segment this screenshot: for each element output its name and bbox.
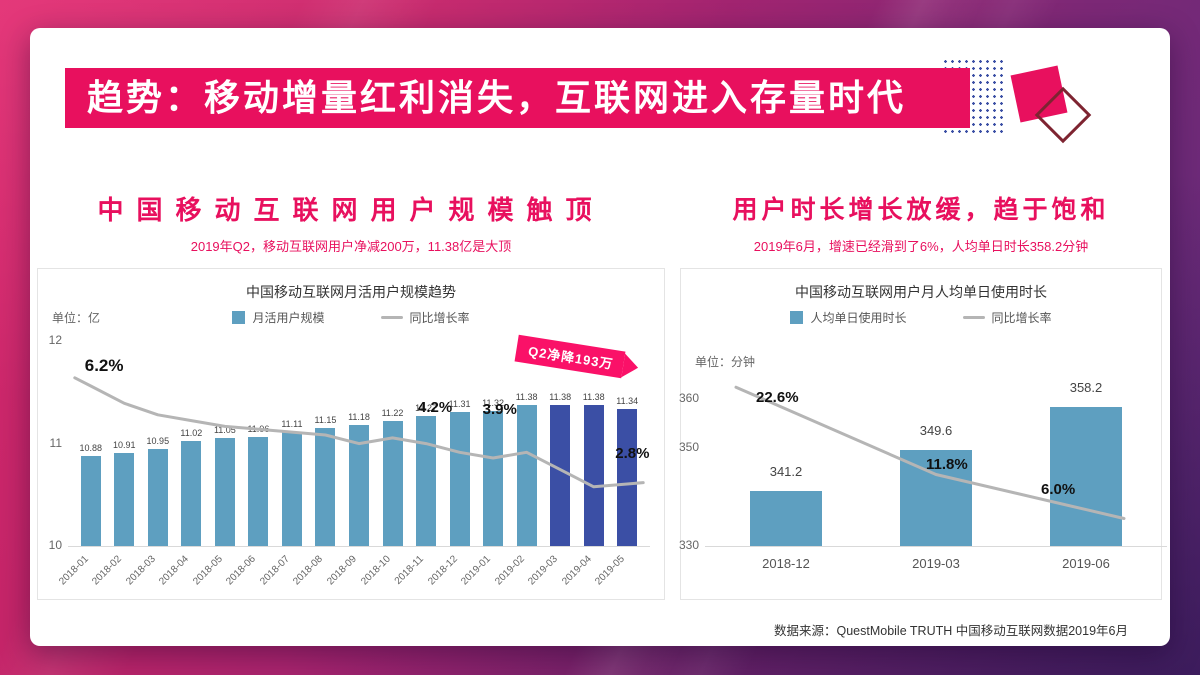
y-axis-label: 330 [678,538,699,552]
legend-item: 同比增长率 [962,309,1052,326]
y-axis-label: 360 [678,390,699,405]
bar-value-label: 341.2 [769,463,803,479]
bar [214,438,235,546]
daily-usage-chart: 中国移动互联网用户月人均单日使用时长人均单日使用时长 同比增长率单位：分钟 360 3… [679,268,1167,600]
bar-value-label: 349.6 [919,422,953,438]
bar [483,410,504,546]
growth-annotation: 3.9% [482,401,517,419]
callout-arrow: Q2净降193万 [514,334,626,379]
bar [349,425,369,546]
bar [281,432,302,546]
left-section-title: 中国移动互联网用户规模触顶 [97,195,605,225]
bar [382,420,403,546]
right-section-subtitle: 2019年6月，增速已经滑到了6%，人均单日时长358.2分钟 [753,239,1089,254]
growth-annotation: 6.2% [84,356,124,376]
growth-annotation: 2.8% [615,444,650,462]
y-axis-label: 12 [48,333,62,347]
data-source-note: 数据来源：QuestMobile TRUTH 中国移动互联网数据2019年6月 [773,624,1128,638]
growth-annotation: 6.0% [1041,480,1076,498]
bar-value-label: 358.2 [1069,380,1103,396]
chart-legend: 月活用户规模 同比增长率 [38,309,664,326]
bar [114,452,135,546]
legend-item: 人均单日使用时长 [790,309,907,326]
bar-value-label: 11.34 [616,395,639,406]
growth-annotation: 4.2% [418,398,453,416]
legend-item: 月活用户规模 [232,309,325,326]
line-legend-swatch-icon [380,316,403,319]
legend-label: 月活用户规模 [252,311,325,325]
chart-title: 中国移动互联网用户月人均单日使用时长 [795,284,1047,300]
bar [617,408,638,546]
bar [248,437,269,546]
bar [315,428,336,546]
chart-legend: 人均单日使用时长 同比增长率 [681,309,1161,326]
bar [80,455,101,546]
right-section-title: 用户时长增长放缓，趋于饱和 [732,196,1110,224]
bar [1050,407,1122,546]
slide-title-banner: 趋势：移动增量红利消失，互联网进入存量时代 [65,68,970,128]
slide-card: 趋势：移动增量红利消失，互联网进入存量时代 中国移动互联网用户规模触顶 2019… [30,28,1170,646]
growth-annotation: 22.6% [756,389,799,407]
line-legend-swatch-icon [962,316,985,319]
x-axis-label: 2019-03 [912,556,960,571]
x-axis-label: 2019-06 [1062,556,1110,571]
left-section-subtitle: 2019年Q2，移动互联网用户净减200万，11.38亿是大顶 [190,239,512,254]
bar-legend-swatch-icon [232,311,246,324]
growth-annotation: 11.8% [926,456,968,474]
legend-label: 同比增长率 [409,311,470,325]
mau-trend-chart: 中国移动互联网月活用户规模趋势 月活用户规模 同比增长率 单位：亿 12 11 10 10.8… [37,268,665,600]
bar [583,404,604,546]
slide-title: 趋势：移动增量红利消失，互联网进入存量时代 [87,77,907,118]
bar [516,404,537,546]
bar [550,404,571,546]
legend-label: 同比增长率 [991,311,1052,325]
bar [147,448,168,546]
bar [181,441,202,546]
bar-legend-swatch-icon [790,311,804,324]
unit-label: 单位：亿 [52,311,101,325]
bar [750,490,822,546]
x-axis-label: 2018-12 [762,556,810,571]
x-axis-line [705,546,1167,547]
chart-title: 中国移动互联网月活用户规模趋势 [246,284,456,300]
y-axis-label: 10 [48,538,62,552]
bar [416,415,437,546]
legend-label: 人均单日使用时长 [810,311,907,325]
legend-item: 同比增长率 [380,309,470,326]
unit-label: 单位：分钟 [695,355,756,369]
y-axis-label: 11 [49,435,62,450]
x-axis-line [68,546,650,547]
bar [449,411,470,546]
y-axis-label: 350 [678,439,699,454]
